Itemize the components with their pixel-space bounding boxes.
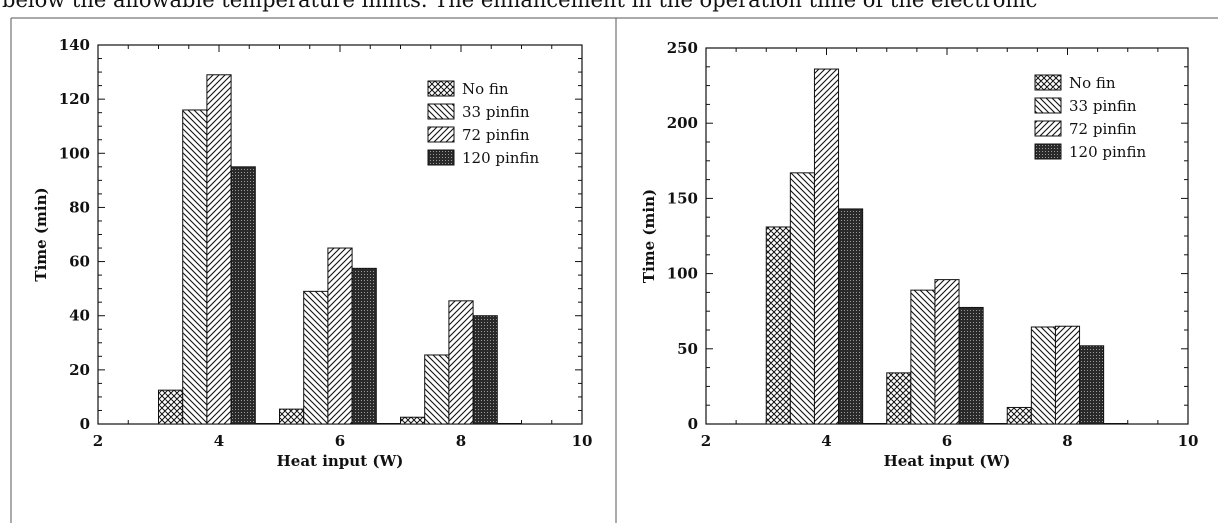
bar-72-pinfin	[448, 300, 474, 425]
bar-no-fin	[400, 416, 426, 425]
bar-120-pinfin	[838, 208, 864, 425]
legend-swatch	[427, 103, 455, 120]
bar-no-fin	[886, 372, 912, 425]
y-tick-label: 60	[69, 253, 90, 271]
bar-72-pinfin	[934, 279, 960, 425]
y-tick-label: 120	[59, 90, 90, 108]
legend-swatch	[1034, 120, 1062, 137]
y-tick-label: 100	[667, 265, 698, 283]
y-tick-label: 250	[667, 39, 698, 57]
legend-label: 120 pinfin	[1069, 143, 1146, 161]
legend-label: 120 pinfin	[462, 149, 539, 167]
x-tick-label: 8	[456, 432, 466, 450]
y-axis-title: Time (min)	[32, 187, 50, 281]
bar-no-fin	[279, 408, 305, 425]
y-tick-label: 20	[69, 361, 90, 379]
legend-swatch	[1034, 143, 1062, 160]
bar-no-fin	[765, 226, 791, 425]
y-tick-label: 40	[69, 307, 90, 325]
y-tick-label: 80	[69, 198, 90, 216]
bar-120-pinfin	[351, 267, 377, 425]
legend-swatch	[427, 80, 455, 97]
y-tick-label: 100	[59, 144, 90, 162]
legend-swatch	[427, 149, 455, 166]
bar-33-pinfin	[303, 290, 329, 425]
bar-33-pinfin	[910, 289, 936, 425]
bar-120-pinfin	[958, 306, 984, 425]
caption-text: below the allowable temperature limits. …	[2, 0, 1038, 12]
bar-120-pinfin	[230, 166, 256, 425]
x-tick-label: 4	[821, 432, 831, 450]
bar-72-pinfin	[206, 74, 232, 425]
x-axis-title: Heat input (W)	[884, 452, 1011, 470]
x-tick-label: 10	[572, 432, 593, 450]
legend-label: 33 pinfin	[1069, 97, 1137, 115]
legend-label: 33 pinfin	[462, 103, 530, 121]
y-tick-label: 200	[667, 114, 698, 132]
y-tick-label: 150	[667, 189, 698, 207]
bar-33-pinfin	[1030, 326, 1056, 425]
legend-label: No fin	[462, 80, 509, 98]
bar-72-pinfin	[327, 247, 353, 425]
x-tick-label: 10	[1178, 432, 1199, 450]
bar-72-pinfin	[1054, 325, 1081, 425]
x-tick-label: 6	[335, 432, 345, 450]
y-tick-label: 0	[688, 415, 698, 433]
bar-33-pinfin	[424, 354, 450, 425]
x-tick-label: 4	[214, 432, 224, 450]
x-axis-title: Heat input (W)	[277, 452, 404, 470]
bar-33-pinfin	[182, 109, 208, 425]
legend-swatch	[427, 126, 455, 143]
x-tick-label: 2	[701, 432, 711, 450]
bar-120-pinfin	[1079, 345, 1105, 425]
legend-swatch	[1034, 97, 1062, 114]
legend-swatch	[1034, 74, 1062, 91]
y-tick-label: 0	[80, 415, 90, 433]
legend-label: 72 pinfin	[1069, 120, 1137, 138]
x-tick-label: 6	[942, 432, 952, 450]
x-tick-label: 8	[1062, 432, 1072, 450]
y-axis-title: Time (min)	[640, 189, 658, 283]
y-tick-label: 140	[59, 36, 90, 54]
bar-no-fin	[158, 389, 184, 425]
legend-label: 72 pinfin	[462, 126, 530, 144]
x-tick-label: 2	[93, 432, 103, 450]
bar-72-pinfin	[813, 68, 840, 425]
y-tick-label: 50	[677, 340, 698, 358]
bar-no-fin	[1006, 406, 1032, 425]
legend-label: No fin	[1069, 74, 1116, 92]
bar-33-pinfin	[789, 172, 815, 425]
bar-120-pinfin	[472, 315, 498, 425]
